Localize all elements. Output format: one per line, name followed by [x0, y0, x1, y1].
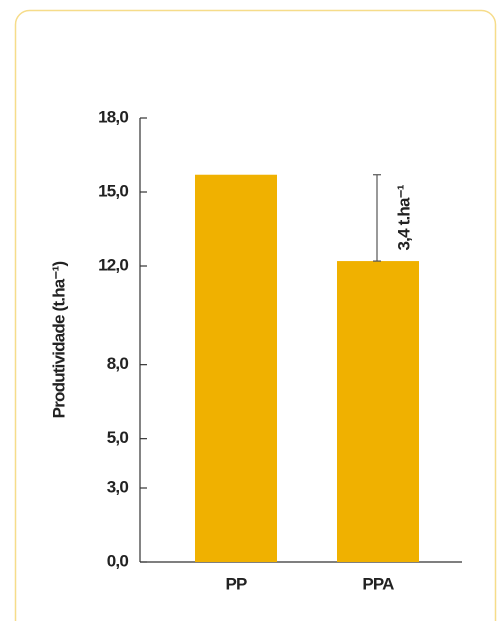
x-tick-label: PP [225, 574, 247, 593]
y-tick-label: 15,0 [98, 181, 128, 200]
bar [337, 261, 419, 562]
y-tick-label: 18,0 [98, 107, 128, 126]
y-tick-label: 5,0 [107, 428, 129, 447]
y-tick-label: 8,0 [107, 354, 129, 373]
annotation: 3,4 t.ha⁻¹ [394, 184, 413, 250]
difference-bar [373, 174, 381, 262]
x-tick-label: PPA [362, 574, 394, 593]
y-tick-label: 3,0 [107, 477, 129, 496]
y-tick-label: 0,0 [107, 551, 129, 570]
y-tick-label: 12,0 [98, 255, 128, 274]
y-axis-label: Produtividade (t.ha⁻¹) [49, 262, 68, 419]
bar [195, 174, 277, 562]
